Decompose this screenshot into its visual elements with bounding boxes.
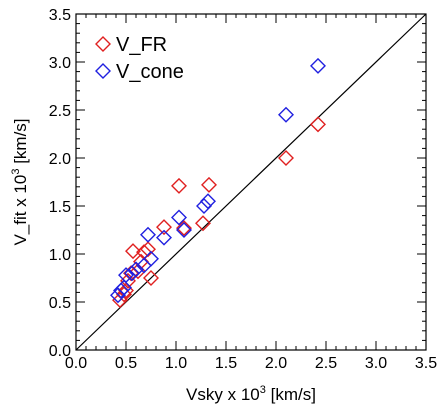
x-tick-label: 1.0 bbox=[165, 355, 187, 372]
data-point-v-cone bbox=[116, 279, 132, 296]
marker-layer bbox=[110, 57, 326, 309]
legend-marker-v-fr bbox=[95, 36, 111, 52]
data-point-v-fr bbox=[310, 116, 326, 133]
data-point-v-cone bbox=[140, 226, 156, 243]
data-point-v-fr bbox=[123, 265, 139, 282]
data-point-v-cone bbox=[124, 265, 140, 282]
y-tick-label: 3.5 bbox=[49, 7, 71, 24]
y-tick-label: 0.0 bbox=[49, 343, 71, 360]
x-tick-label: 0.5 bbox=[115, 355, 137, 372]
data-point-v-cone bbox=[156, 229, 172, 246]
legend-label-v-fr: V_FR bbox=[116, 34, 167, 56]
reference-line bbox=[75, 13, 427, 351]
data-point-v-cone bbox=[310, 57, 326, 74]
reference-line-layer bbox=[75, 13, 427, 351]
data-point-v-fr bbox=[140, 241, 156, 258]
data-point-v-cone bbox=[128, 261, 144, 278]
x-tick-label: 3.5 bbox=[415, 355, 437, 372]
x-tick-label: 0.0 bbox=[65, 355, 87, 372]
data-point-v-fr bbox=[116, 286, 132, 303]
data-point-v-fr bbox=[195, 215, 211, 232]
legend-label-v-cone: V_cone bbox=[116, 61, 184, 83]
y-tick-label: 1.5 bbox=[49, 199, 71, 216]
data-point-v-cone bbox=[143, 250, 159, 267]
data-point-v-cone bbox=[118, 267, 134, 284]
x-tick-label: 2.0 bbox=[265, 355, 287, 372]
y-axis-title: V_fit x 103 [km/s] bbox=[10, 118, 30, 245]
data-point-v-cone bbox=[278, 106, 294, 123]
x-tick-label: 1.5 bbox=[215, 355, 237, 372]
data-point-v-fr bbox=[176, 220, 192, 237]
data-point-v-fr bbox=[171, 177, 187, 194]
data-point-v-fr bbox=[112, 292, 128, 309]
data-point-v-cone bbox=[113, 282, 129, 299]
legend: V_FR V_cone bbox=[95, 34, 184, 83]
data-point-v-cone bbox=[171, 209, 187, 226]
x-tick-label: 3.0 bbox=[365, 355, 387, 372]
y-tick-label: 2.0 bbox=[49, 151, 71, 168]
y-tick-label: 0.5 bbox=[49, 295, 71, 312]
tick-layer: 0.0 0.5 1.0 1.5 2.0 2.5 3.0 3.5 0.0 0.5 1.0 1.5 2.0 2… bbox=[49, 7, 437, 372]
data-point-v-cone bbox=[200, 193, 216, 210]
x-tick-label: 2.5 bbox=[315, 355, 337, 372]
data-point-v-fr bbox=[125, 243, 141, 260]
x-axis-title: Vsky x 103 [km/s] bbox=[186, 384, 316, 404]
data-point-v-fr bbox=[156, 219, 172, 236]
y-tick-label: 2.5 bbox=[49, 103, 71, 120]
data-point-v-cone bbox=[176, 222, 192, 238]
legend-marker-v-cone bbox=[95, 63, 111, 79]
data-point-v-fr bbox=[201, 176, 217, 193]
y-tick-label: 3.0 bbox=[49, 55, 71, 72]
data-point-v-fr bbox=[278, 150, 294, 166]
y-tick-label: 1.0 bbox=[49, 247, 71, 264]
data-point-v-cone bbox=[196, 198, 212, 214]
data-point-v-fr bbox=[143, 270, 159, 286]
